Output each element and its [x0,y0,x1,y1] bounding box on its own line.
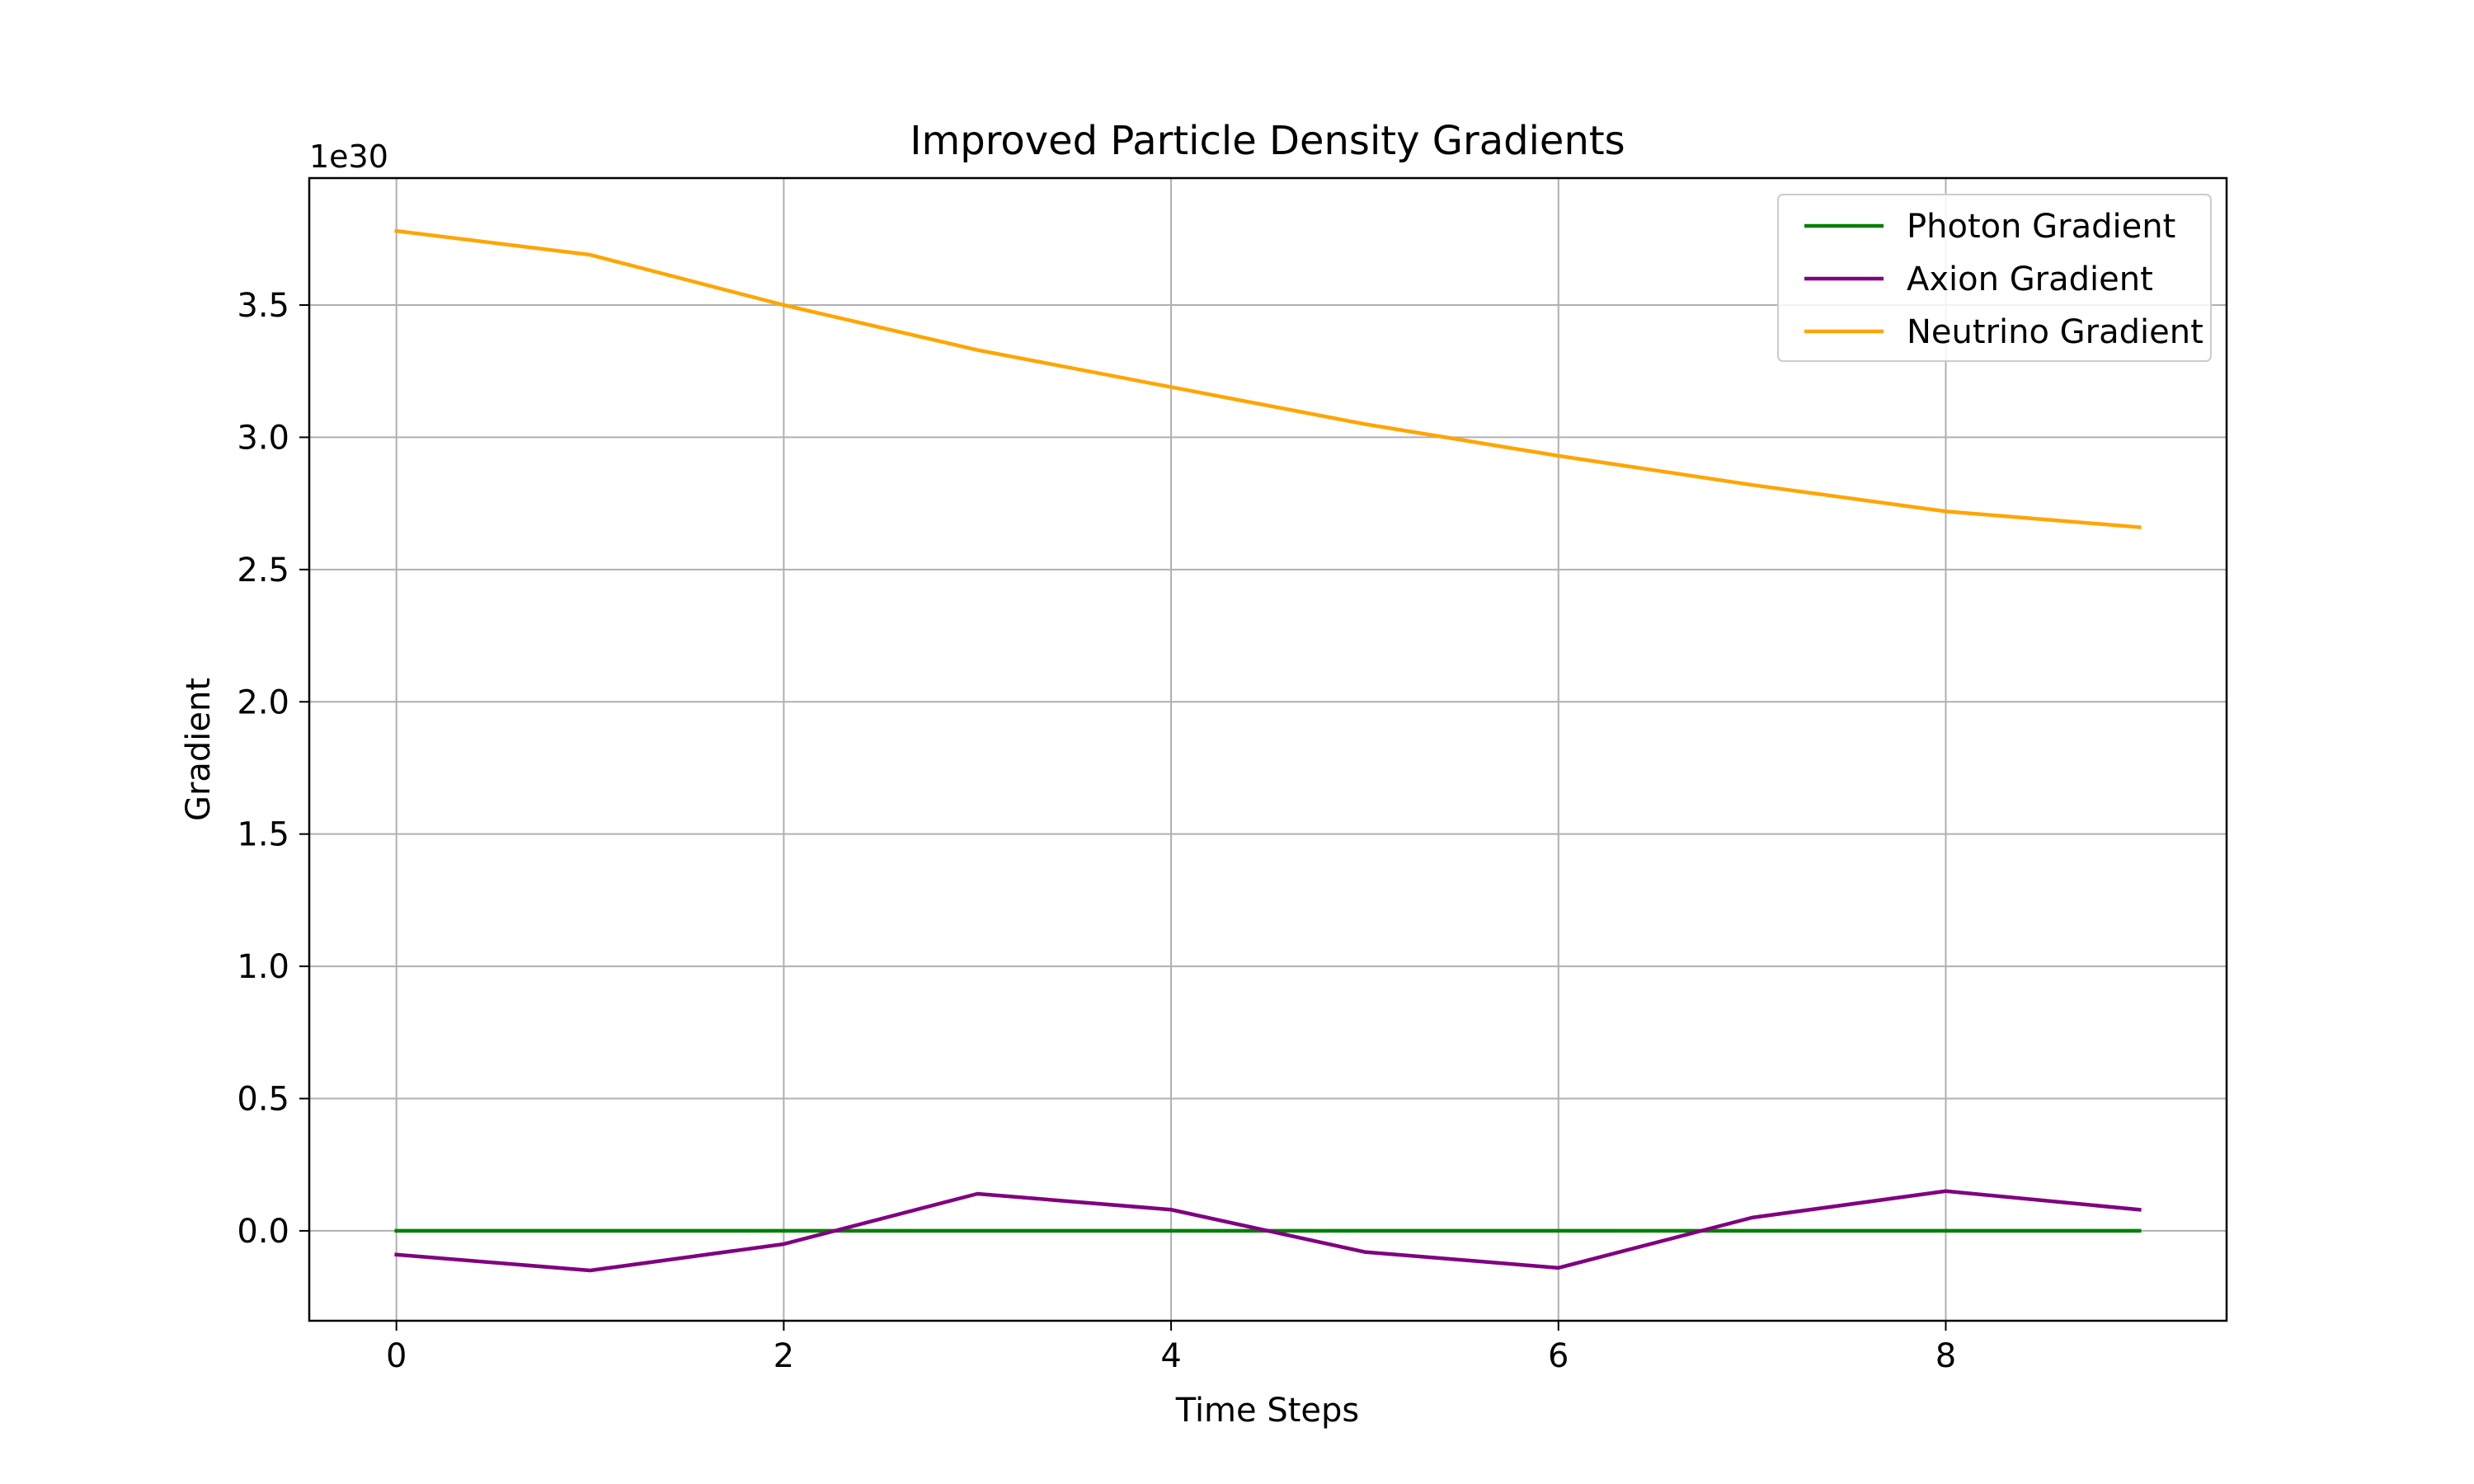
x-tick-label: 4 [1160,1337,1181,1375]
y-tick-label: 1.0 [237,948,289,986]
x-tick-label: 6 [1548,1337,1569,1375]
y-axis-label: Gradient [180,678,218,821]
axis-ticks: 0 2 4 6 8 0.0 0.5 1.0 1.5 2.0 2.5 3.0 3.5 [237,287,1956,1375]
y-tick-label: 3.0 [237,419,289,457]
y-tick-label: 0.5 [237,1081,289,1119]
y-tick-label: 2.0 [237,683,289,721]
y-tick-label: 2.5 [237,552,289,589]
y-offset-label: 1e30 [309,139,388,175]
y-tick-label: 0.0 [237,1213,289,1251]
series-line-neutrino-gradient [394,228,2142,529]
grid [309,178,2227,1321]
x-tick-label: 8 [1935,1337,1956,1375]
x-tick-label: 0 [386,1337,407,1375]
legend-label-axion-gradient: Axion Gradient [1907,261,2153,298]
x-axis-label: Time Steps [1175,1392,1360,1430]
legend: Photon Gradient Axion Gradient Neutrino Gr… [1777,194,2212,362]
y-tick-label: 3.5 [237,287,289,325]
series-lines [394,228,2142,1273]
x-tick-label: 2 [774,1337,794,1375]
series-line-axion-gradient [394,1189,2142,1273]
chart-title: Improved Particle Density Gradients [910,118,1625,164]
legend-label-photon-gradient: Photon Gradient [1907,208,2175,246]
legend-label-neutrino-gradient: Neutrino Gradient [1907,313,2204,351]
legend-box [1777,194,2212,362]
y-tick-label: 1.5 [237,816,289,854]
plot-frame [308,176,2228,1322]
